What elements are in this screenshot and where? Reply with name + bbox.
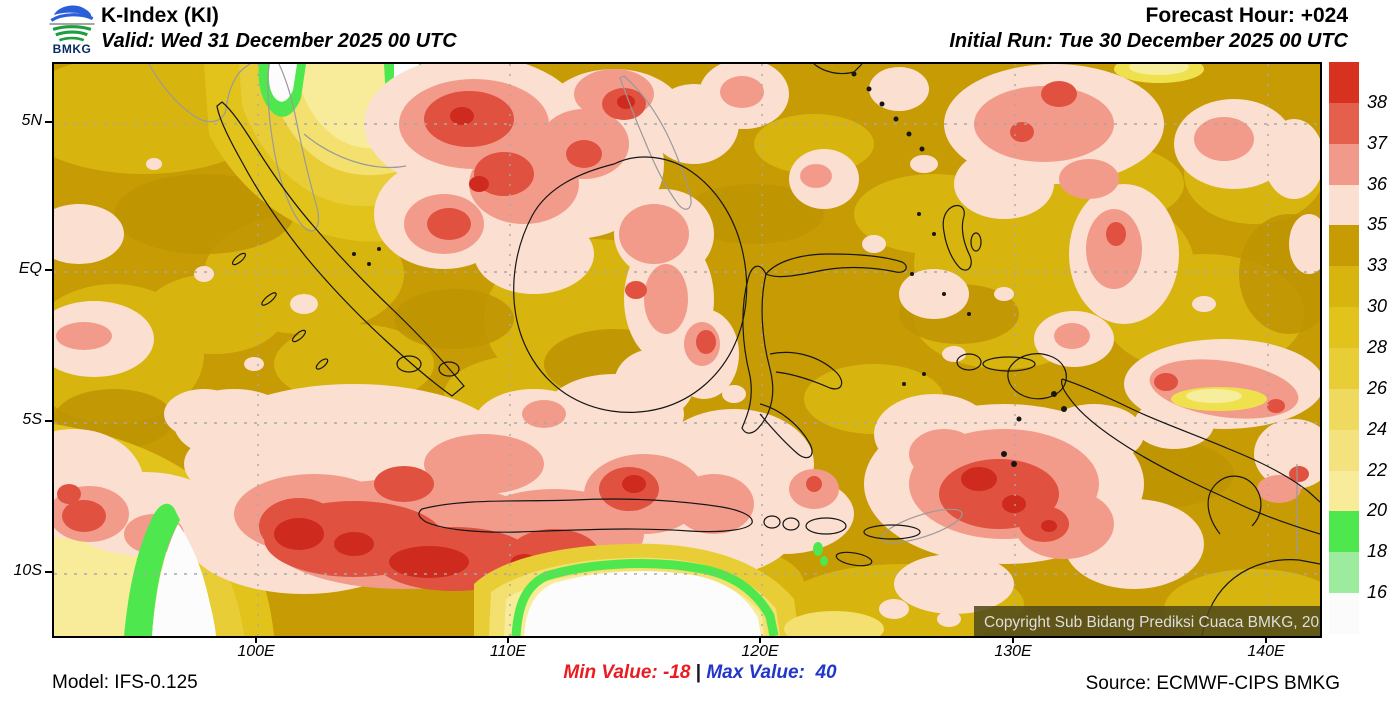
colorbar-tick-label: 28 [1367, 337, 1388, 357]
longitude-tick [1012, 636, 1014, 643]
latitude-label: 10S [13, 562, 42, 579]
ki-contour-map: Copyright Sub Bidang Prediksi Cuaca BMKG… [54, 64, 1320, 636]
colorbar-segment [1329, 593, 1359, 635]
colorbar-segment [1329, 552, 1359, 594]
salmon-regions [54, 69, 1301, 589]
red-regions [57, 81, 1309, 591]
forecast-hour-label: Forecast Hour: +024 [1145, 4, 1349, 27]
longitude-tick [759, 636, 761, 643]
colorbar-segment [1329, 470, 1359, 512]
colorbar-tick-label: 22 [1367, 459, 1388, 480]
southwest-clear-wedge [124, 503, 216, 636]
latitude-tick [45, 121, 53, 123]
colorbar-tick-label: 30 [1367, 296, 1388, 317]
latitude-label: 5N [21, 112, 42, 129]
colorbar-segment [1329, 348, 1359, 389]
colorbar-tick-label: 38 [1367, 91, 1388, 112]
longitude-label: 140E [1247, 643, 1285, 660]
min-value-label: Min Value: -18 [563, 662, 691, 683]
initial-run-label: Initial Run: Tue 30 December 2025 00 UTC [949, 30, 1348, 52]
copyright-band: Copyright Sub Bidang Prediksi Cuaca BMKG… [974, 606, 1320, 636]
graticule [54, 64, 1320, 636]
colorbar-tick-label: 33 [1367, 255, 1388, 276]
minmax-values: Min Value: -18 | Max Value: 40 [500, 662, 900, 684]
longitude-tick [507, 636, 509, 643]
colorbar-segment [1329, 307, 1359, 349]
colorbar-segment [1329, 184, 1359, 226]
colorbar-tick-label: 36 [1367, 173, 1388, 194]
valid-time-label: Valid: Wed 31 December 2025 00 UTC [101, 30, 457, 52]
max-value-label: Max Value: 40 [706, 662, 837, 683]
source-label: Source: ECMWF-CIPS BMKG [1085, 673, 1340, 694]
longitude-label: 110E [489, 643, 527, 660]
foreign-coastlines [148, 64, 1298, 554]
longitude-tick [1265, 636, 1267, 643]
bmkg-logo-icon [49, 5, 95, 42]
colorbar-tick-label: 37 [1367, 132, 1388, 153]
colorbar-segment [1329, 225, 1359, 267]
model-label: Model: IFS-0.125 [52, 672, 198, 693]
colorbar-segment [1329, 388, 1359, 430]
colorbar-segment [1329, 102, 1359, 144]
colorbar-tick-label: 26 [1367, 377, 1388, 398]
colorbar-segment [1329, 266, 1359, 308]
colorbar [1329, 62, 1359, 635]
colorbar-tick-label: 16 [1367, 582, 1388, 603]
latitude-tick [45, 269, 53, 271]
bmkg-logo: BMKG [44, 2, 100, 60]
map-frame: Copyright Sub Bidang Prediksi Cuaca BMKG… [52, 62, 1322, 638]
colorbar-segment [1329, 143, 1359, 185]
small-islands [352, 71, 1067, 467]
colorbar-labels: 38 37 36 35 33 30 28 26 24 22 20 18 16 [1367, 62, 1400, 634]
longitude-label: 120E [741, 643, 779, 660]
colorbar-tick-label: 20 [1367, 500, 1388, 521]
colorbar-segment [1329, 429, 1359, 471]
latitude-tick [45, 420, 53, 422]
copyright-text: Copyright Sub Bidang Prediksi Cuaca BMKG… [984, 614, 1320, 631]
latitude-label: 5S [22, 411, 42, 428]
indonesia-coastlines [216, 64, 1320, 636]
south-java-clear-region [474, 542, 884, 636]
colorbar-segment [1329, 62, 1359, 103]
colorbar-segment [1329, 511, 1359, 553]
minmax-separator: | [690, 662, 707, 683]
longitude-label: 100E [237, 643, 275, 660]
latitude-label: EQ [18, 260, 42, 277]
longitude-label: 130E [994, 643, 1032, 660]
longitude-tick [255, 636, 257, 643]
papua-yellow-patch [1171, 387, 1267, 411]
colorbar-tick-label: 18 [1367, 541, 1388, 562]
latitude-tick [45, 571, 53, 573]
colorbar-tick-label: 24 [1367, 418, 1388, 439]
page-title: K-Index (KI) [101, 4, 219, 27]
bmkg-logo-label: BMKG [52, 42, 92, 56]
colorbar-tick-label: 35 [1367, 214, 1388, 235]
